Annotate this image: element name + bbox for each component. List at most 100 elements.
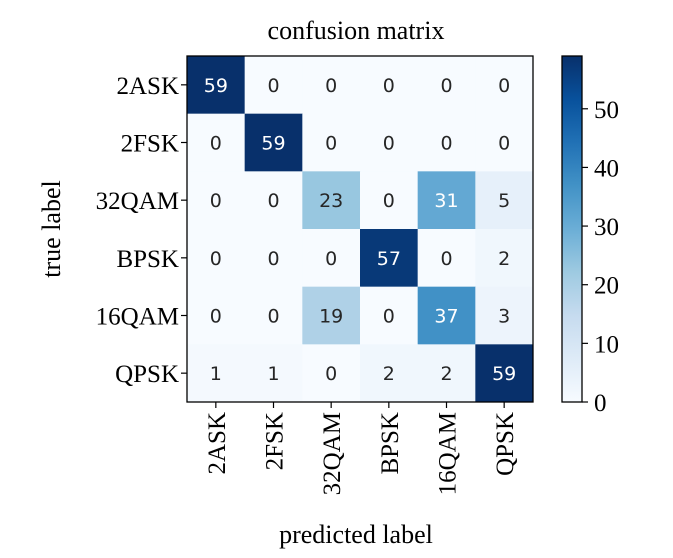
heatmap-cell bbox=[360, 113, 419, 172]
chart-title: confusion matrix bbox=[268, 16, 445, 45]
cell-value-label: 0 bbox=[267, 190, 279, 212]
colorbar-tick-label: 0 bbox=[594, 390, 607, 417]
cell-value-label: 1 bbox=[267, 363, 279, 385]
cell-value-label: 0 bbox=[210, 133, 222, 155]
heatmap-cell bbox=[187, 229, 246, 288]
heatmap-cell bbox=[360, 344, 419, 403]
heatmap-cell bbox=[417, 56, 476, 115]
heatmap-cell bbox=[417, 344, 476, 403]
cell-value-label: 0 bbox=[210, 190, 222, 212]
heatmap-cell bbox=[475, 344, 534, 403]
y-axis-label: true label bbox=[37, 180, 66, 277]
heatmap-cell bbox=[360, 171, 419, 230]
cell-value-label: 0 bbox=[383, 190, 395, 212]
cell-value-label: 3 bbox=[498, 306, 510, 328]
colorbar-tick-label: 30 bbox=[594, 214, 619, 241]
y-tick-label: 32QAM bbox=[96, 188, 179, 215]
cell-value-label: 0 bbox=[440, 133, 452, 155]
cell-value-label: 59 bbox=[261, 133, 285, 155]
cell-value-label: 59 bbox=[492, 363, 516, 385]
cell-value-label: 0 bbox=[498, 133, 510, 155]
heatmap-cell bbox=[302, 344, 361, 403]
cell-value-label: 31 bbox=[434, 190, 458, 212]
cell-value-label: 0 bbox=[325, 133, 337, 155]
y-axis-ticks: 2ASK 2FSK 32QAM BPSK 16QAM QPSK bbox=[96, 73, 187, 388]
heatmap-cell bbox=[417, 171, 476, 230]
x-tick-label: BPSK bbox=[377, 412, 404, 475]
cell-value-label: 0 bbox=[383, 306, 395, 328]
heatmap-cell bbox=[244, 344, 303, 403]
cell-value-label: 0 bbox=[325, 248, 337, 270]
heatmap-cell bbox=[417, 229, 476, 288]
cell-value-label: 0 bbox=[210, 248, 222, 270]
heatmap-cell bbox=[244, 171, 303, 230]
cell-value-label: 5 bbox=[498, 190, 510, 212]
heatmap-cell bbox=[302, 56, 361, 115]
heatmap-cell bbox=[360, 56, 419, 115]
colorbar-frame bbox=[561, 55, 583, 403]
cell-value-label: 0 bbox=[498, 75, 510, 97]
heatmap-cell bbox=[417, 113, 476, 172]
heatmap-cell bbox=[244, 286, 303, 345]
heatmap-cell bbox=[187, 286, 246, 345]
x-axis-ticks: 2ASK 2FSK 32QAM BPSK 16QAM QPSK bbox=[204, 402, 519, 495]
cell-value-label: 0 bbox=[210, 306, 222, 328]
colorbar-tick-label: 50 bbox=[594, 97, 619, 124]
heatmap-cell bbox=[302, 171, 361, 230]
heatmap-cells: 59 0 0 0 0 00 59 0 0 0 00 0 23 0 31 50 0 0 57 0 20 0 19 0 37 31 1 0… bbox=[187, 56, 534, 403]
cell-value-label: 0 bbox=[267, 248, 279, 270]
x-tick-label: 32QAM bbox=[319, 412, 346, 495]
plot-frame bbox=[186, 55, 534, 403]
heatmap-cell bbox=[417, 286, 476, 345]
cell-value-label: 2 bbox=[498, 248, 510, 270]
x-tick-label: 2FSK bbox=[262, 412, 289, 470]
y-tick-label: 2FSK bbox=[121, 131, 179, 158]
heatmap-cell bbox=[244, 229, 303, 288]
x-tick-label: QPSK bbox=[492, 412, 519, 476]
cell-value-label: 0 bbox=[383, 75, 395, 97]
heatmap-cell bbox=[187, 171, 246, 230]
cell-value-label: 0 bbox=[325, 75, 337, 97]
cell-value-label: 19 bbox=[319, 306, 343, 328]
cell-value-label: 23 bbox=[319, 190, 343, 212]
x-tick-label: 2ASK bbox=[204, 412, 231, 475]
cell-value-label: 0 bbox=[383, 133, 395, 155]
heatmap-cell bbox=[187, 56, 246, 115]
heatmap-cell bbox=[187, 113, 246, 172]
heatmap-cell bbox=[360, 229, 419, 288]
heatmap-cell bbox=[302, 286, 361, 345]
cell-value-label: 59 bbox=[204, 75, 228, 97]
cell-value-label: 0 bbox=[267, 75, 279, 97]
cell-value-label: 57 bbox=[377, 248, 401, 270]
heatmap-cell bbox=[475, 229, 534, 288]
heatmap-cell bbox=[475, 113, 534, 172]
heatmap-cell bbox=[475, 286, 534, 345]
heatmap-cell bbox=[244, 56, 303, 115]
cell-value-label: 0 bbox=[325, 363, 337, 385]
heatmap-cell bbox=[302, 229, 361, 288]
colorbar-tick-label: 10 bbox=[594, 331, 619, 358]
x-tick-label: 16QAM bbox=[435, 412, 462, 495]
cell-value-label: 0 bbox=[440, 75, 452, 97]
colorbar-gradient bbox=[562, 56, 582, 402]
heatmap-cell bbox=[475, 56, 534, 115]
cell-value-label: 0 bbox=[440, 248, 452, 270]
cell-value-label: 2 bbox=[440, 363, 452, 385]
x-axis-label: predicted label bbox=[279, 520, 433, 549]
y-tick-label: 2ASK bbox=[116, 73, 179, 100]
heatmap-cell bbox=[302, 113, 361, 172]
colorbar-tick-label: 20 bbox=[594, 273, 619, 300]
cell-value-label: 1 bbox=[210, 363, 222, 385]
heatmap-cell bbox=[475, 171, 534, 230]
heatmap-cell bbox=[244, 113, 303, 172]
cell-value-label: 2 bbox=[383, 363, 395, 385]
heatmap-cell bbox=[360, 286, 419, 345]
y-tick-label: BPSK bbox=[116, 246, 179, 273]
heatmap-cell bbox=[187, 344, 246, 403]
y-tick-label: 16QAM bbox=[96, 304, 179, 331]
cell-value-label: 0 bbox=[267, 306, 279, 328]
colorbar-tick-label: 40 bbox=[594, 155, 619, 182]
cell-value-label: 37 bbox=[434, 306, 458, 328]
